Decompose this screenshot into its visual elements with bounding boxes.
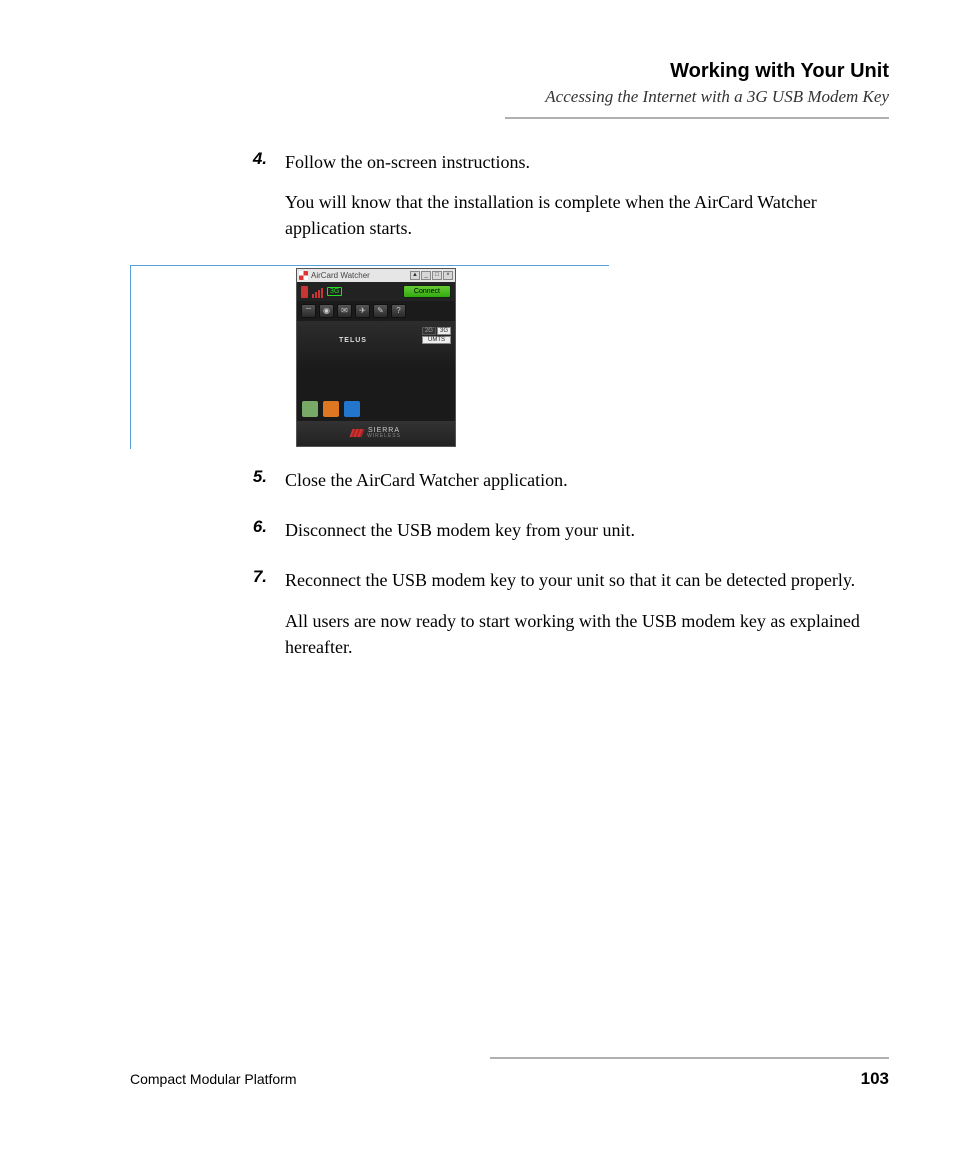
aircard-spacer (297, 369, 455, 397)
step-number: 5. (130, 467, 285, 507)
network-mode-badge: 3G (327, 287, 342, 296)
step-text: Follow the on-screen instructions. (285, 149, 889, 175)
help-icon[interactable]: ? (391, 304, 406, 318)
step-5: 5. Close the AirCard Watcher application… (130, 467, 889, 507)
step-body: Follow the on-screen instructions. You w… (285, 149, 889, 255)
collapse-icon[interactable]: ▲ (410, 271, 420, 280)
badge-2g: 2G (422, 327, 436, 335)
content-area: 4. Follow the on-screen instructions. Yo… (130, 149, 889, 674)
sms-icon[interactable]: ✉ (337, 304, 352, 318)
section-title: Accessing the Internet with a 3G USB Mod… (130, 87, 889, 107)
footer-rule (490, 1057, 889, 1059)
step-number: 6. (130, 517, 285, 557)
step-text: You will know that the installation is c… (285, 189, 889, 241)
aircard-toolbar: ⌔ ◉ ✉ ✈ ✎ ? (297, 301, 455, 321)
settings-icon[interactable]: ✎ (373, 304, 388, 318)
step-text: Reconnect the USB modem key to your unit… (285, 567, 889, 593)
connect-button[interactable]: Connect (403, 285, 451, 298)
step-6: 6. Disconnect the USB modem key from you… (130, 517, 889, 557)
step-text: Disconnect the USB modem key from your u… (285, 517, 889, 543)
page-header: Working with Your Unit Accessing the Int… (130, 60, 889, 119)
carrier-name: TELUS (339, 337, 367, 344)
aircard-window: AirCard Watcher ▲ _ □ × 3G Connec (296, 268, 456, 447)
gps-icon[interactable]: ◉ (319, 304, 334, 318)
aircard-app-icon (299, 271, 308, 280)
minimize-icon[interactable]: _ (421, 271, 431, 280)
step-body: Reconnect the USB modem key to your unit… (285, 567, 889, 673)
header-rule (505, 117, 889, 119)
airplane-icon[interactable]: ✈ (355, 304, 370, 318)
step-number: 4. (130, 149, 285, 255)
aircard-apps-row (297, 397, 455, 421)
signal-icon (312, 286, 323, 298)
badge-umts: UMTS (422, 336, 451, 344)
app-tile-icon[interactable] (344, 401, 360, 417)
chapter-title: Working with Your Unit (130, 60, 889, 83)
brand-sub: WIRELESS (367, 433, 401, 439)
aircard-carrier-panel: TELUS 2G 3G UMTS (297, 321, 455, 369)
page-number: 103 (861, 1069, 889, 1089)
app-tile-icon[interactable] (302, 401, 318, 417)
step-text: All users are now ready to start working… (285, 608, 889, 660)
page-footer: Compact Modular Platform 103 (130, 1057, 889, 1089)
aircard-status-row: 3G Connect (297, 282, 455, 301)
step-7: 7. Reconnect the USB modem key to your u… (130, 567, 889, 673)
aircard-window-title: AirCard Watcher (311, 271, 370, 280)
sierra-logo-icon (350, 429, 365, 437)
aircard-titlebar: AirCard Watcher ▲ _ □ × (297, 269, 455, 282)
badge-3g: 3G (437, 327, 451, 335)
battery-icon (301, 286, 308, 298)
step-text: Close the AirCard Watcher application. (285, 467, 889, 493)
maximize-icon[interactable]: □ (432, 271, 442, 280)
wifi-icon[interactable]: ⌔ (301, 304, 316, 318)
step-4: 4. Follow the on-screen instructions. Yo… (130, 149, 889, 255)
app-tile-icon[interactable] (323, 401, 339, 417)
step-body: Close the AirCard Watcher application. (285, 467, 889, 507)
network-badge: 2G 3G UMTS (422, 327, 451, 344)
aircard-brand-footer: SIERRA WIRELESS (297, 421, 455, 446)
step-number: 7. (130, 567, 285, 673)
figure-aircard-watcher: AirCard Watcher ▲ _ □ × 3G Connec (130, 265, 889, 449)
footer-product-name: Compact Modular Platform (130, 1071, 297, 1087)
step-body: Disconnect the USB modem key from your u… (285, 517, 889, 557)
close-icon[interactable]: × (443, 271, 453, 280)
